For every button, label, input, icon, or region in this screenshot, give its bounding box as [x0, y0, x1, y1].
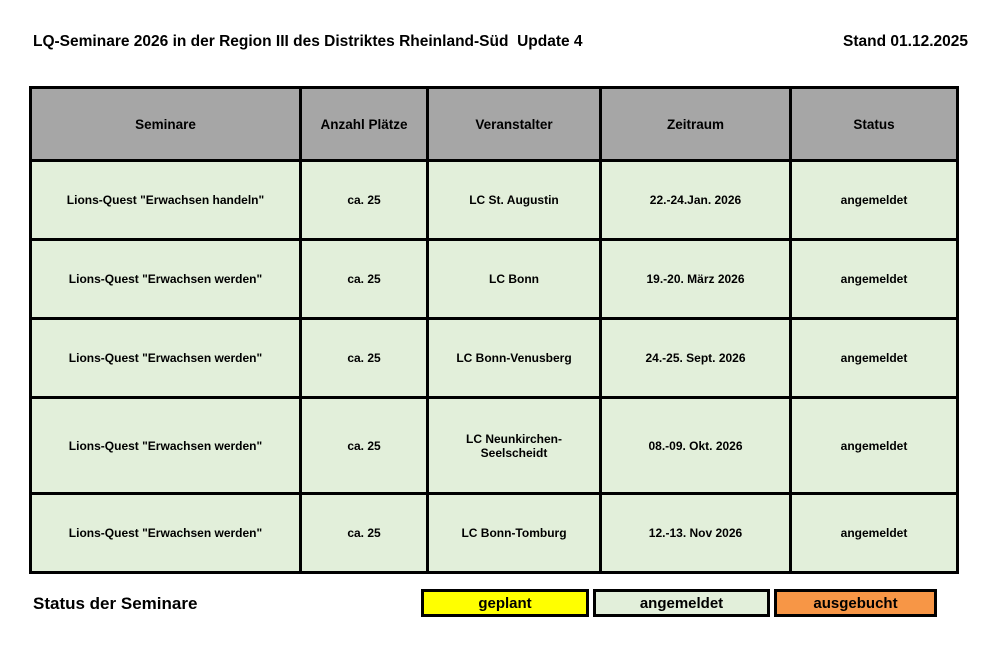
cell-plaetze: ca. 25	[299, 492, 429, 574]
cell-veranstalter: LC St. Augustin	[426, 159, 602, 241]
table-row: Lions-Quest "Erwachsen werden" ca. 25 LC…	[29, 317, 959, 399]
cell-seminar: Lions-Quest "Erwachsen werden"	[29, 238, 302, 320]
stand-date: Stand 01.12.2025	[843, 33, 968, 50]
cell-status: angemeldet	[789, 396, 959, 495]
legend-geplant: geplant	[421, 589, 589, 617]
cell-veranstalter: LC Neunkirchen-Seelscheidt	[426, 396, 602, 495]
header-status: Status	[789, 86, 959, 162]
header-veranstalter: Veranstalter	[426, 86, 602, 162]
cell-status: angemeldet	[789, 317, 959, 399]
cell-plaetze: ca. 25	[299, 396, 429, 495]
cell-zeitraum: 22.-24.Jan. 2026	[599, 159, 792, 241]
cell-zeitraum: 12.-13. Nov 2026	[599, 492, 792, 574]
table-row: Lions-Quest "Erwachsen werden" ca. 25 LC…	[29, 396, 959, 495]
cell-plaetze: ca. 25	[299, 317, 429, 399]
cell-seminar: Lions-Quest "Erwachsen handeln"	[29, 159, 302, 241]
legend-angemeldet: angemeldet	[593, 589, 770, 617]
cell-seminar: Lions-Quest "Erwachsen werden"	[29, 317, 302, 399]
cell-status: angemeldet	[789, 238, 959, 320]
cell-status: angemeldet	[789, 159, 959, 241]
table-header-row: Seminare Anzahl Plätze Veranstalter Zeit…	[29, 86, 959, 162]
legend-ausgebucht: ausgebucht	[774, 589, 937, 617]
cell-veranstalter: LC Bonn-Venusberg	[426, 317, 602, 399]
cell-seminar: Lions-Quest "Erwachsen werden"	[29, 396, 302, 495]
cell-plaetze: ca. 25	[299, 238, 429, 320]
seminar-table: Seminare Anzahl Plätze Veranstalter Zeit…	[29, 86, 959, 574]
cell-zeitraum: 24.-25. Sept. 2026	[599, 317, 792, 399]
cell-status: angemeldet	[789, 492, 959, 574]
table-row: Lions-Quest "Erwachsen handeln" ca. 25 L…	[29, 159, 959, 241]
cell-veranstalter: LC Bonn	[426, 238, 602, 320]
legend-title: Status der Seminare	[33, 594, 198, 613]
title-row: LQ-Seminare 2026 in der Region III des D…	[33, 33, 968, 51]
table-row: Lions-Quest "Erwachsen werden" ca. 25 LC…	[29, 238, 959, 320]
cell-zeitraum: 08.-09. Okt. 2026	[599, 396, 792, 495]
status-legend: geplant angemeldet ausgebucht	[421, 589, 937, 617]
header-zeitraum: Zeitraum	[599, 86, 792, 162]
cell-veranstalter: LC Bonn-Tomburg	[426, 492, 602, 574]
cell-plaetze: ca. 25	[299, 159, 429, 241]
cell-seminar: Lions-Quest "Erwachsen werden"	[29, 492, 302, 574]
page-title: LQ-Seminare 2026 in der Region III des D…	[33, 33, 583, 50]
table-row: Lions-Quest "Erwachsen werden" ca. 25 LC…	[29, 492, 959, 574]
cell-zeitraum: 19.-20. März 2026	[599, 238, 792, 320]
header-seminare: Seminare	[29, 86, 302, 162]
header-anzahl-plaetze: Anzahl Plätze	[299, 86, 429, 162]
